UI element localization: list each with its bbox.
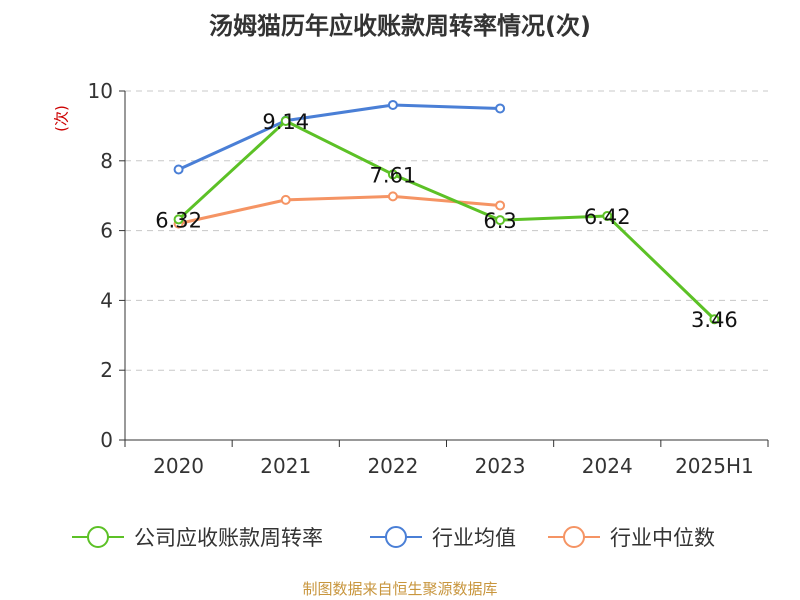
y-tick-label: 6: [100, 219, 113, 243]
data-label: 6.3: [483, 209, 516, 233]
x-tick-label: 2025H1: [675, 454, 754, 478]
series-line: [178, 194, 501, 226]
data-point: [387, 191, 398, 202]
y-tick-label: 10: [88, 79, 113, 103]
data-label: 9.14: [262, 110, 309, 134]
legend-marker: [87, 526, 109, 548]
data-point: [173, 164, 184, 175]
legend-marker: [563, 526, 585, 548]
legend-label: 公司应收账款周转率: [134, 526, 323, 550]
legend-marker: [385, 526, 407, 548]
y-tick-label: 0: [100, 428, 113, 452]
data-point: [280, 116, 291, 127]
data-point: [495, 103, 506, 114]
series-line: [177, 103, 501, 171]
data-point: [173, 214, 184, 225]
chart-title: 汤姆猫历年应收账款周转率情况(次): [209, 12, 591, 40]
x-tick-label: 2020: [153, 454, 204, 478]
x-tick-label: 2022: [367, 454, 418, 478]
x-tick-label: 2023: [475, 454, 526, 478]
series-line: [177, 119, 716, 321]
y-tick-label: 4: [100, 288, 113, 312]
data-point: [602, 210, 613, 221]
data-point: [387, 99, 398, 110]
data-point: [495, 215, 506, 226]
data-point: [280, 194, 291, 205]
data-label: 7.61: [370, 163, 417, 187]
y-tick-label: 8: [100, 149, 113, 173]
data-source-note: 制图数据来自恒生聚源数据库: [302, 580, 498, 598]
x-tick-label: 2021: [260, 454, 311, 478]
data-point: [387, 169, 398, 180]
x-tick-label: 2024: [582, 454, 633, 478]
data-point: [709, 314, 720, 325]
data-label: 6.42: [584, 205, 631, 229]
data-point: [495, 200, 506, 211]
y-tick-label: 2: [100, 358, 113, 382]
legend-label: 行业均值: [432, 526, 516, 550]
data-label: 6.32: [155, 208, 202, 232]
data-label: 3.46: [691, 308, 738, 332]
legend-label: 行业中位数: [610, 526, 715, 550]
